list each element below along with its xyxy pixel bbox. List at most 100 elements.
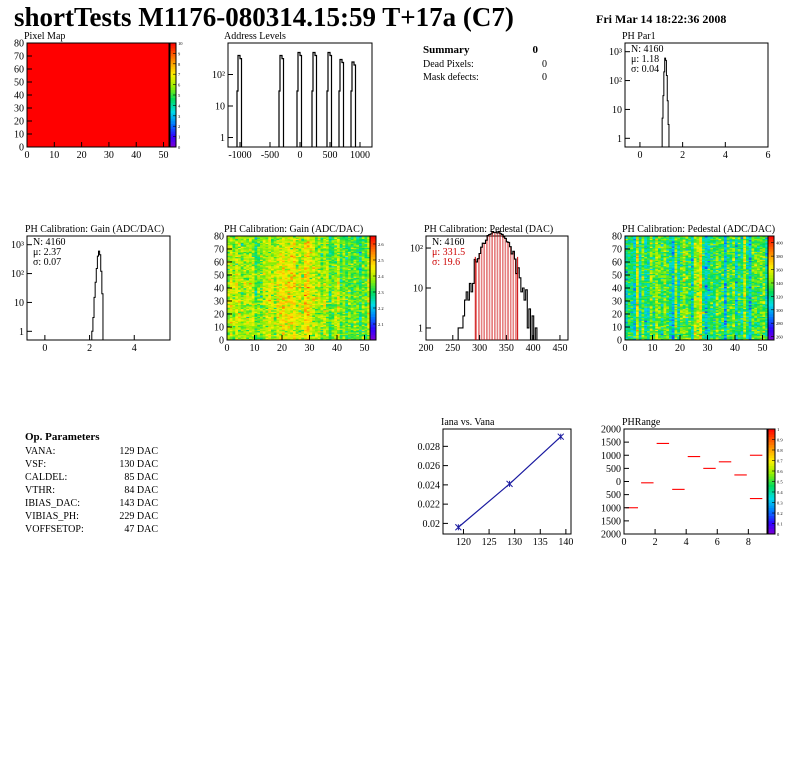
- ph-gain-map-cell: [246, 251, 250, 254]
- ph-gain-map-cell: [254, 286, 258, 289]
- ph-gain-map-cell: [273, 238, 277, 241]
- ph-gain-map-cell: [249, 329, 252, 332]
- ph-gain-map-cell: [356, 327, 360, 329]
- ph-gain-map-cell: [350, 242, 354, 245]
- ph-gain-map-cell: [290, 263, 294, 265]
- ph-pedestal-map-cell: [627, 259, 631, 261]
- ph-gain-map-cell: [348, 316, 351, 319]
- ph-gain-map-cell: [309, 299, 313, 302]
- ph-gain-map-cell: [320, 252, 324, 255]
- ph-gain-map-cell: [249, 263, 252, 265]
- ph-gain-map-cell: [348, 333, 351, 336]
- ph-gain-map-cell: [243, 291, 247, 294]
- ph-gain-map-cell: [268, 299, 272, 302]
- ph-gain-map-cell: [334, 284, 338, 286]
- ph-gain-map-cell: [268, 288, 272, 290]
- ph-gain-map-cell: [339, 286, 343, 289]
- ph-pedestal-map-cell: [641, 307, 645, 310]
- ph-gain-map-cell: [350, 315, 354, 317]
- ph-gain-map-cell: [235, 328, 239, 330]
- ph-gain-map-cell: [257, 288, 261, 290]
- ph-gain-map-cell: [243, 302, 247, 304]
- ph-gain-map-cell: [295, 298, 299, 300]
- ph-pedestal-map-cell: [625, 315, 628, 317]
- ph-pedestal-map-cell: [630, 278, 634, 281]
- ph-pedestal-map-cell: [625, 242, 628, 245]
- ph-gain-map-cell: [359, 297, 362, 299]
- ph-gain-map-cell: [254, 297, 258, 299]
- ph-gain-map-cell: [246, 271, 250, 273]
- ph-gain-map-cell: [315, 238, 318, 241]
- ph-gain-map-cell: [251, 254, 255, 256]
- ph-gain-map-cell: [356, 315, 360, 317]
- ph-gain-map-cell: [246, 297, 250, 299]
- ph-gain-map-cell: [257, 286, 261, 289]
- ph-gain-map-cell: [238, 272, 241, 274]
- ph-gain-map-cell: [326, 258, 329, 260]
- ph-gain-map-cell: [350, 276, 354, 278]
- ph-gain-map-cell: [276, 278, 280, 281]
- ph-pedestal-map-cell: [633, 338, 637, 341]
- ph-gain-map-cell: [243, 334, 247, 337]
- ph-gain-map-cell: [243, 265, 247, 268]
- ph-gain-map-cell: [315, 264, 318, 267]
- ph-gain-map-cell: [317, 243, 321, 246]
- ph-pedestal-map-cell: [636, 258, 639, 260]
- ph-gain-map-cell: [284, 237, 288, 239]
- ph-pedestal-map-cell: [636, 271, 639, 273]
- ph-pedestal-map-cell: [627, 295, 631, 298]
- ph-gain-map-cell: [287, 277, 291, 280]
- ph-gain-map-cell: [295, 308, 299, 311]
- ph-pedestal-map-cell: [641, 308, 645, 311]
- ph-gain-map-cell: [240, 304, 244, 307]
- ph-gain-map-cell: [268, 246, 272, 248]
- ph-gain-map-cell: [301, 295, 305, 298]
- ph-gain-map-cell: [271, 262, 274, 264]
- ph-gain-map-cell: [260, 271, 263, 273]
- ph-gain-map-cell: [265, 317, 269, 320]
- ph-gain-map-cell: [348, 255, 351, 258]
- ph-gain-map-cell: [312, 329, 316, 332]
- ph-gain-map-cell: [262, 293, 266, 295]
- ph-gain-map-cell: [232, 312, 236, 315]
- ph-gain-map-cell: [290, 268, 294, 271]
- ph-gain-map-cell: [315, 281, 318, 284]
- ph-gain-map-cell: [353, 278, 357, 281]
- ph-gain-map-cell: [238, 332, 241, 334]
- ph-pedestal-map-cell: [636, 299, 639, 302]
- ph-gain-map-cell: [290, 262, 294, 264]
- ph-pedestal-map-cell: [633, 249, 637, 251]
- pixel-map-x-tick-label: 40: [131, 150, 141, 161]
- ph-gain-map-cell: [290, 334, 294, 337]
- ph-gain-map-cell: [240, 327, 244, 329]
- ph-gain-map-cell: [246, 277, 250, 280]
- ph-pedestal-map-cell: [627, 265, 631, 268]
- ph-gain-map-cell: [348, 299, 351, 302]
- ph-gain-map-cell: [227, 255, 230, 258]
- ph-gain-map-cell: [342, 238, 346, 241]
- ph-gain-map-cell: [306, 273, 310, 276]
- ph-gain-map-cell: [326, 255, 329, 258]
- ph-gain-map-cell: [309, 334, 313, 337]
- ph-gain-map-cell: [240, 311, 244, 313]
- ph-pedestal-map-cell: [641, 320, 645, 323]
- ph-gain-map-cell: [293, 268, 296, 271]
- ph-gain-map-cell: [323, 271, 327, 273]
- ph-pedestal-map-cell: [638, 238, 642, 241]
- ph-gain-map-cell: [323, 312, 327, 315]
- ph-gain-map-cell: [326, 298, 329, 300]
- ph-gain-map-cell: [265, 307, 269, 310]
- ph-pedestal-map-cell: [627, 299, 631, 302]
- ph-gain-map-cell: [227, 285, 230, 287]
- ph-gain-map-cell: [331, 254, 335, 256]
- ph-gain-map-cell: [348, 260, 351, 263]
- ph-gain-map-cell: [290, 327, 294, 329]
- ph-gain-map-cell: [337, 281, 340, 284]
- ph-pedestal-map-cell: [627, 238, 631, 241]
- ph-pedestal-map-cell: [630, 303, 634, 306]
- ph-gain-map-cell: [359, 263, 362, 265]
- ph-gain-map-cell: [309, 250, 313, 252]
- ph-gain-map-cell: [317, 276, 321, 278]
- ph-pedestal-map-cell: [625, 302, 628, 304]
- ph-gain-map-cell: [271, 323, 274, 325]
